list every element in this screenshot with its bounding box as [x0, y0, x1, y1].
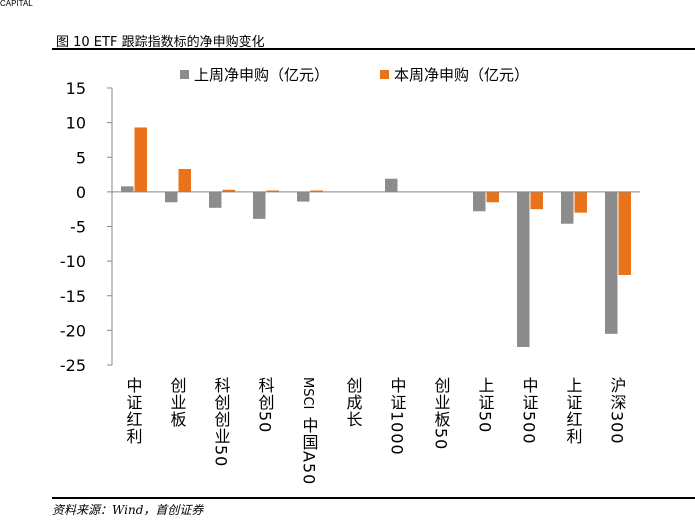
legend-swatch	[180, 70, 189, 79]
bar-this-week	[222, 189, 235, 192]
bar-this-week	[618, 191, 631, 275]
x-tick-label-latin: MSCI	[300, 377, 315, 409]
y-tick-label: 5	[76, 148, 86, 167]
x-tick-label: 创成长	[344, 377, 363, 428]
bar-last-week	[517, 191, 530, 347]
y-tick-label: -10	[60, 252, 86, 271]
bar-this-week	[574, 191, 587, 213]
legend-label: 上周净申购（亿元）	[194, 66, 329, 84]
bar-this-week	[310, 190, 323, 192]
x-tick-label: 中国A50	[300, 417, 319, 485]
bar-last-week	[165, 191, 178, 203]
y-axis: 15 10 5 0 -5 -10 -15 -20 -25	[60, 79, 113, 375]
bar-last-week	[605, 191, 618, 334]
y-tick-label: -5	[70, 218, 86, 237]
bar-this-week	[266, 190, 279, 192]
y-tick-label: -25	[60, 356, 86, 375]
bars	[121, 127, 631, 347]
bar-last-week	[253, 191, 266, 219]
bar-last-week	[297, 191, 310, 202]
y-tick-label: -20	[60, 321, 86, 340]
bar-this-week	[486, 191, 499, 203]
bar-last-week	[209, 191, 222, 208]
x-tick-label: 沪深300	[608, 377, 627, 445]
y-tick-label: -15	[60, 287, 86, 306]
x-tick-label: 上证红利	[564, 377, 583, 445]
x-tick-label: 科创创业50	[212, 377, 231, 467]
x-tick-label: 创业板50	[432, 377, 451, 450]
bar-this-week	[134, 127, 147, 192]
x-tick-label: 中证红利	[124, 377, 143, 445]
legend-swatch	[380, 70, 389, 79]
source-rule	[52, 497, 695, 499]
bar-this-week	[530, 191, 543, 210]
bar-this-week	[178, 169, 191, 192]
x-tick-label: 中证500	[520, 377, 539, 445]
y-tick-label: 10	[66, 114, 86, 133]
chart-legend: 上周净申购（亿元） 本周净申购（亿元）	[180, 66, 529, 84]
bar-last-week	[473, 191, 486, 212]
bar-last-week	[385, 178, 398, 192]
x-axis: 中证红利 创业板 科创创业50 科创50 中国A50 MSCI 创成长 中证1000 创业板50…	[112, 191, 640, 485]
header-clip-text: CAPITAL	[0, 0, 33, 8]
source-note: 资料来源：Wind，首创证券	[52, 503, 204, 517]
x-tick-label: 中证1000	[388, 377, 407, 456]
bar-last-week	[121, 186, 134, 192]
x-tick-label: 科创50	[256, 377, 275, 433]
x-tick-label: 上证50	[476, 377, 495, 433]
figure-title: 图 10 ETF 跟踪指数标的净申购变化	[56, 35, 265, 50]
y-tick-label: 0	[76, 183, 86, 202]
title-rule	[52, 48, 695, 50]
legend-label: 本周净申购（亿元）	[394, 66, 529, 84]
bar-last-week	[561, 191, 574, 224]
y-tick-label: 15	[66, 79, 86, 98]
x-tick-label: 创业板	[168, 377, 187, 428]
